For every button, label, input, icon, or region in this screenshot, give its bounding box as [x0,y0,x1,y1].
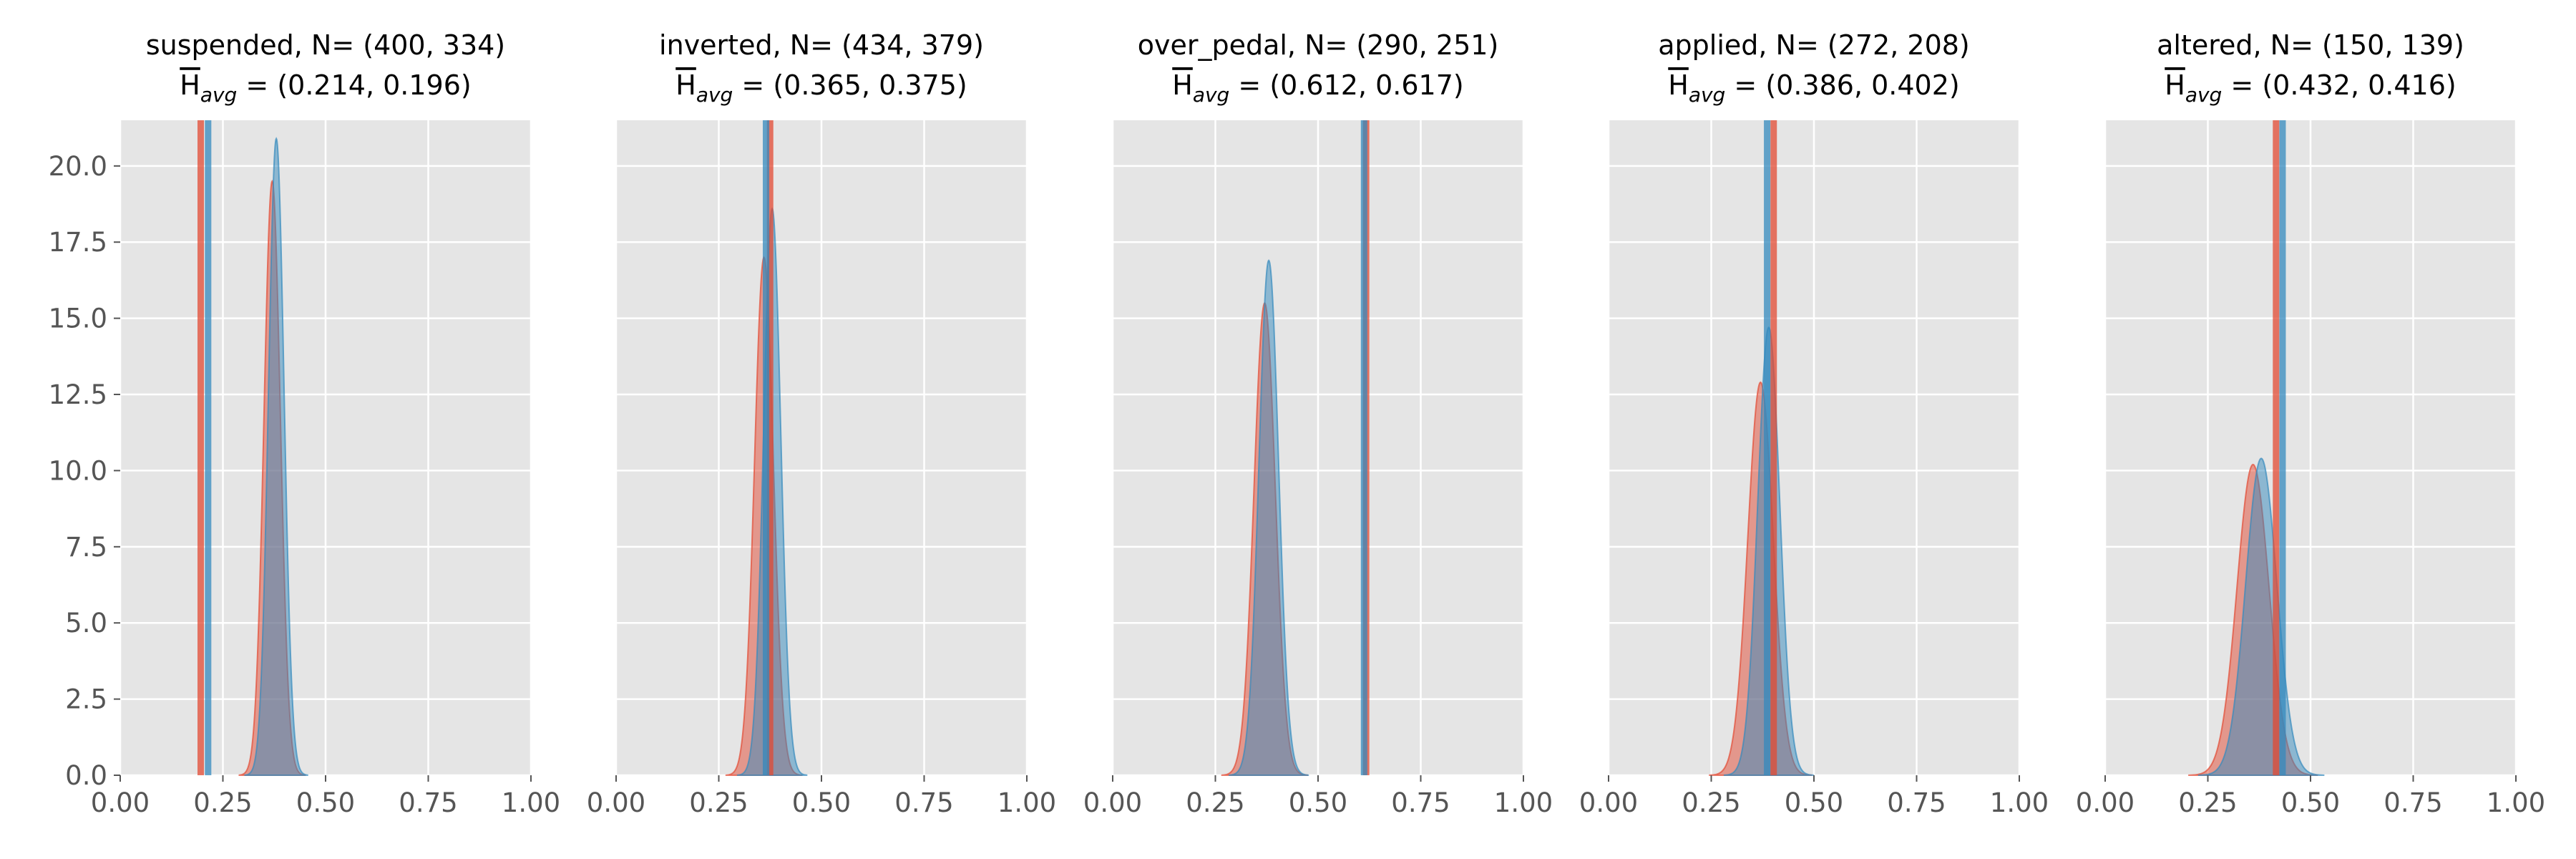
x-tick-label: 0.00 [2076,787,2135,818]
x-tick-label: 1.00 [1990,787,2049,818]
chart-panel-5: 0.00 0.25 0.50 0.75 1.00 altered, N= (150, 13… [2076,29,2545,818]
x-tick-label: 0.75 [399,787,457,818]
y-tick-label: 0.0 [65,760,107,791]
x-tick-label: 1.00 [997,787,1056,818]
x-tick-label: 0.25 [1682,787,1740,818]
subtitle-values: = (0.365, 0.375) [733,69,967,101]
x-tick-label: 0.75 [894,787,953,818]
x-tick-label: 0.00 [1579,787,1638,818]
x-tick-label: 1.00 [502,787,560,818]
panel-subtitle: Havg = (0.612, 0.617) [1172,69,1463,107]
x-tick-label: 0.25 [1186,787,1244,818]
x-tick-label: 0.50 [1289,787,1347,818]
x-tick-label: 0.00 [587,787,645,818]
density-area-series-2 [2197,457,2325,776]
chart-panel-1: 0.00 0.25 0.50 0.75 1.00 0.0 2.5 5.0 7.5 10.0 12.5… [49,29,561,818]
x-tick-label: 0.75 [1391,787,1450,818]
y-tick-label: 20.0 [49,151,107,182]
panel-title: suspended, N= (400, 334) [146,29,505,61]
x-tick-label: 0.50 [792,787,851,818]
x-tick-label: 0.25 [689,787,748,818]
x-tick-label: 0.50 [1785,787,1843,818]
subtitle-symbol: H [1172,69,1193,101]
panel-title: altered, N= (150, 139) [2157,29,2464,61]
panel-subtitle: Havg = (0.432, 0.416) [2165,69,2456,107]
chart-panel-4: 0.00 0.25 0.50 0.75 1.00 applied, N= (272, 20… [1579,29,2049,818]
y-tick-label: 10.0 [49,455,107,486]
subtitle-values: = (0.386, 0.402) [1725,69,1959,101]
x-tick-label: 0.75 [1887,787,1946,818]
x-tick-label: 0.75 [2384,787,2442,818]
chart-panel-2: 0.00 0.25 0.50 0.75 1.00 inverted, N= (434, 3… [587,29,1056,818]
subtitle-values: = (0.432, 0.416) [2222,69,2456,101]
subtitle-symbol: H [1668,69,1689,101]
subtitle-values: = (0.612, 0.617) [1229,69,1463,101]
panel-title: over_pedal, N= (290, 251) [1138,29,1499,61]
panel-subtitle: Havg = (0.214, 0.196) [180,69,471,107]
subtitle-subscript: avg [2185,83,2223,107]
y-tick-label: 5.0 [65,608,107,639]
subtitle-symbol: H [180,69,200,101]
density-area-series-2 [244,137,308,776]
panel-title: applied, N= (272, 208) [1658,29,1970,61]
panel-subtitle: Havg = (0.386, 0.402) [1668,69,1959,107]
subtitle-values: = (0.214, 0.196) [237,69,471,101]
density-area-series-2 [1229,259,1309,776]
y-tick-label: 12.5 [49,379,107,410]
y-tick-label: 7.5 [65,532,107,563]
subtitle-symbol: H [2165,69,2185,101]
x-tick-label: 0.00 [91,787,150,818]
x-tick-label: 0.50 [296,787,355,818]
y-tick-label: 2.5 [65,684,107,715]
y-tick-label: 15.0 [49,304,107,334]
x-tick-label: 0.00 [1083,787,1142,818]
x-tick-label: 1.00 [2487,787,2545,818]
subtitle-subscript: avg [1689,83,1726,107]
y-tick-label: 17.5 [49,227,107,258]
x-tick-label: 0.25 [193,787,252,818]
subtitle-subscript: avg [1193,83,1230,107]
subtitle-symbol: H [675,69,696,101]
x-tick-label: 1.00 [1494,787,1553,818]
x-tick-label: 0.25 [2178,787,2237,818]
subtitle-subscript: avg [696,83,733,107]
x-tick-label: 0.50 [2281,787,2340,818]
subtitle-subscript: avg [200,83,238,107]
panel-subtitle: Havg = (0.365, 0.375) [675,69,967,107]
chart-panel-3: 0.00 0.25 0.50 0.75 1.00 over_pedal, N= (290,… [1083,29,1553,818]
panel-title: inverted, N= (434, 379) [659,29,984,61]
